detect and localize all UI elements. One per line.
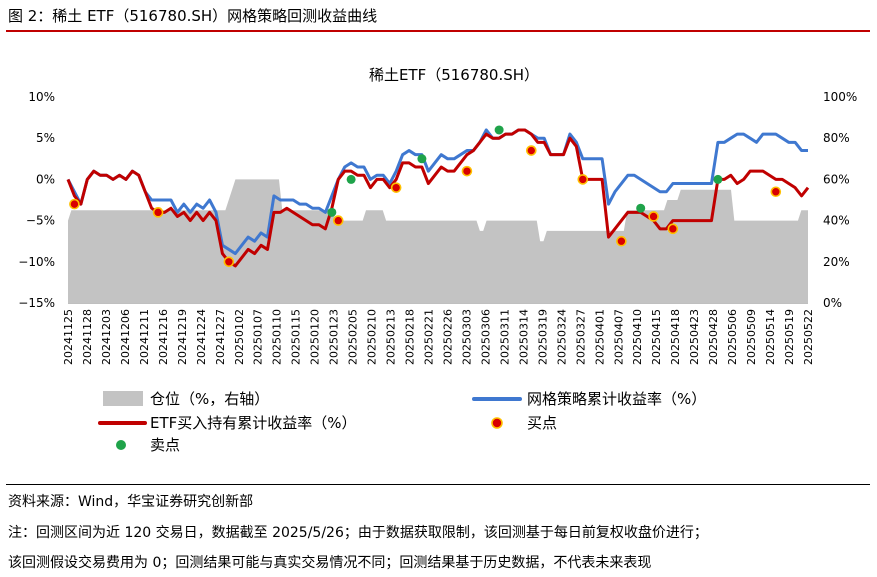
x-tick-label: 20250514 xyxy=(764,309,777,365)
buy-point xyxy=(223,256,235,268)
y2-tick-label: 0% xyxy=(823,296,842,310)
chart: 稀土ETF（516780.SH） 10% 5% 0% −5% −10% −15% 100% 8… xyxy=(18,66,857,454)
x-tick-label: 20250123 xyxy=(328,309,341,365)
x-tick-label: 20241203 xyxy=(100,309,113,365)
figure-title: 图 2：稀土 ETF（516780.SH）网格策略回测收益曲线 xyxy=(8,7,378,25)
legend-position-label: 仓位（%，右轴） xyxy=(150,390,269,408)
buy-point xyxy=(69,198,80,210)
buy-point xyxy=(648,211,659,222)
x-tick-label: 20250415 xyxy=(650,309,663,365)
source-rule xyxy=(6,484,870,485)
y-tick-label: −5% xyxy=(26,214,55,228)
sell-point xyxy=(713,174,723,184)
x-tick-label: 20250311 xyxy=(498,309,511,365)
trade-markers-layer xyxy=(69,125,782,268)
x-tick-label: 20241216 xyxy=(157,309,170,365)
legend-buy-swatch xyxy=(491,417,503,429)
x-tick-label: 20250522 xyxy=(802,309,815,365)
strategy-return-line xyxy=(66,128,808,256)
y2-tick-label: 100% xyxy=(823,90,857,104)
y2-tick-label: 60% xyxy=(823,172,850,186)
x-tick-label: 20250110 xyxy=(271,309,284,365)
buy-point xyxy=(152,207,164,218)
x-tick-label: 20250205 xyxy=(347,309,360,365)
x-tick-label: 20250428 xyxy=(707,309,720,365)
note-line-1: 注：回测区间为近 120 交易日，数据截至 2025/5/26；由于数据获取限制… xyxy=(8,525,708,541)
sell-point xyxy=(346,174,356,184)
x-tick-label: 20250410 xyxy=(631,309,644,365)
axis-layer: 10% 5% 0% −5% −10% −15% 100% 80% 60% 40% 20% 0% 2024… xyxy=(18,90,857,365)
note-line-2: 该回测假设交易费用为 0；回测结果可能与真实交易情况不同；回测结果基于历史数据，… xyxy=(8,555,652,571)
x-tick-label: 20250218 xyxy=(404,309,417,365)
legend-buy-label: 买点 xyxy=(527,414,557,432)
buy-point xyxy=(577,174,589,185)
legend-sell-swatch xyxy=(116,440,126,450)
sell-point xyxy=(417,154,427,164)
series-lines-layer xyxy=(66,128,810,268)
chart-title: 稀土ETF（516780.SH） xyxy=(369,66,539,84)
y-tick-label: −10% xyxy=(18,255,55,269)
x-tick-label: 20250324 xyxy=(555,309,568,365)
x-tick-label: 20241224 xyxy=(195,309,208,365)
x-tick-label: 20250418 xyxy=(669,309,682,365)
x-tick-label: 20250226 xyxy=(441,309,454,365)
y-tick-label: 5% xyxy=(36,131,55,145)
x-tick-label: 20250221 xyxy=(423,309,436,365)
y-tick-label: 10% xyxy=(28,90,55,104)
etf-return-line xyxy=(66,128,810,268)
x-tick-label: 20250210 xyxy=(366,309,379,365)
x-tick-label: 20241206 xyxy=(119,309,132,365)
x-tick-label: 20250519 xyxy=(783,309,796,365)
legend-strategy-label: 网格策略累计收益率（%） xyxy=(527,390,706,408)
y2-tick-label: 20% xyxy=(823,255,850,269)
x-tick-label: 20250319 xyxy=(536,309,549,365)
x-tick-label: 20250423 xyxy=(688,309,701,365)
x-tick-label: 20250115 xyxy=(290,309,303,365)
legend-position-swatch xyxy=(103,391,143,406)
sell-point xyxy=(494,125,504,135)
y-tick-label: −15% xyxy=(18,296,55,310)
x-tick-label: 20250407 xyxy=(612,309,625,365)
x-tick-label: 20250314 xyxy=(517,309,530,365)
y2-tick-label: 80% xyxy=(823,131,850,145)
buy-point xyxy=(616,235,627,247)
x-tick-label: 20241128 xyxy=(81,309,94,365)
x-tick-label: 20250120 xyxy=(309,309,322,365)
x-tick-label: 20250107 xyxy=(252,309,265,365)
x-tick-label: 20250506 xyxy=(726,309,739,365)
y2-tick-label: 40% xyxy=(823,214,850,228)
x-tick-label: 20250509 xyxy=(745,309,758,365)
source-text: 资料来源：Wind，华宝证券研究创新部 xyxy=(8,494,254,510)
x-tick-label: 20250327 xyxy=(574,309,587,365)
x-tick-label: 20241219 xyxy=(176,309,189,365)
sell-point xyxy=(327,207,337,217)
legend-etf-label: ETF买入持有累计收益率（%） xyxy=(150,414,357,432)
x-tick-label: 20250102 xyxy=(233,309,246,365)
position-area xyxy=(68,179,808,303)
x-tick-label: 20250401 xyxy=(593,309,606,365)
buy-point xyxy=(667,223,679,235)
y-tick-label: 0% xyxy=(36,172,55,186)
x-tick-label: 20250303 xyxy=(460,309,473,365)
x-tick-label: 20250213 xyxy=(385,309,398,365)
buy-point xyxy=(390,182,402,193)
position-area-layer xyxy=(68,179,808,303)
buy-point xyxy=(526,145,537,156)
buy-point xyxy=(332,215,344,226)
x-tick-label: 20241211 xyxy=(138,309,151,365)
x-tick-label: 20250306 xyxy=(479,309,492,365)
x-tick-label: 20241125 xyxy=(62,309,75,365)
legend-sell-label: 卖点 xyxy=(150,436,180,454)
buy-point xyxy=(461,165,473,177)
x-tick-label: 20241227 xyxy=(214,309,227,365)
buy-point xyxy=(770,186,782,198)
title-rule xyxy=(6,30,870,32)
sell-point xyxy=(636,203,646,213)
